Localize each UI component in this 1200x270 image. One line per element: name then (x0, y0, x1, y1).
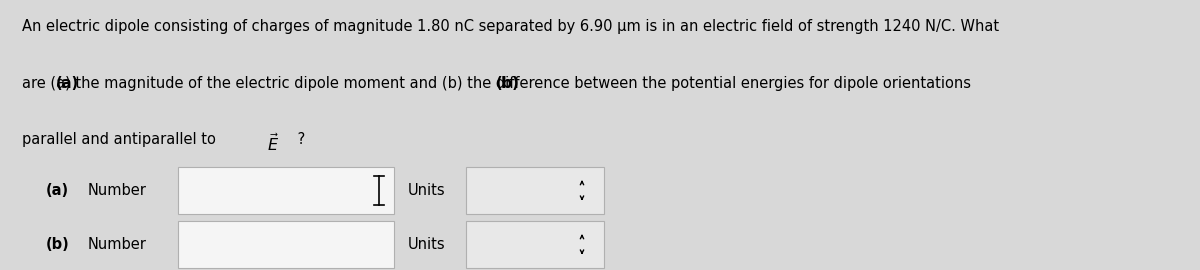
Text: Number: Number (88, 237, 146, 252)
Text: (b): (b) (46, 237, 70, 252)
Text: Units: Units (408, 237, 445, 252)
Text: Units: Units (408, 183, 445, 198)
Text: parallel and antiparallel to: parallel and antiparallel to (22, 132, 220, 147)
FancyBboxPatch shape (178, 167, 394, 214)
Text: (a): (a) (55, 76, 78, 91)
Text: ?: ? (293, 132, 306, 147)
Text: (b): (b) (496, 76, 520, 91)
FancyBboxPatch shape (466, 167, 604, 214)
Text: are (a) the magnitude of the electric dipole moment and (b) the difference betwe: are (a) the magnitude of the electric di… (22, 76, 971, 91)
FancyBboxPatch shape (178, 221, 394, 268)
Text: Number: Number (88, 183, 146, 198)
FancyBboxPatch shape (466, 221, 604, 268)
Text: (a): (a) (46, 183, 68, 198)
Text: An electric dipole consisting of charges of magnitude 1.80 nC separated by 6.90 : An electric dipole consisting of charges… (22, 19, 998, 34)
Text: $\vec{E}$: $\vec{E}$ (266, 132, 278, 154)
